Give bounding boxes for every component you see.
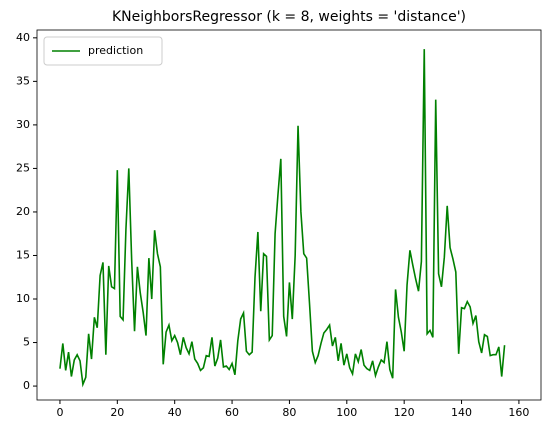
x-tick-label: 120 xyxy=(394,406,415,419)
x-tick-label: 140 xyxy=(451,406,472,419)
x-tick-label: 80 xyxy=(282,406,296,419)
x-tick-label: 40 xyxy=(168,406,182,419)
y-tick-label: 10 xyxy=(16,292,30,305)
y-tick-label: 15 xyxy=(16,248,30,261)
legend-label: prediction xyxy=(88,44,143,57)
y-tick-label: 40 xyxy=(16,31,30,44)
y-tick-label: 0 xyxy=(23,379,30,392)
y-tick-label: 20 xyxy=(16,205,30,218)
y-tick-label: 5 xyxy=(23,336,30,349)
x-tick-label: 20 xyxy=(110,406,124,419)
y-tick-label: 25 xyxy=(16,161,30,174)
x-tick-label: 60 xyxy=(225,406,239,419)
plot-frame xyxy=(36,29,542,401)
y-tick-label: 30 xyxy=(16,118,30,131)
x-tick-label: 100 xyxy=(336,406,357,419)
line xyxy=(59,49,506,388)
x-tick-label: 0 xyxy=(56,406,63,419)
chart-title: KNeighborsRegressor (k = 8, weights = 'd… xyxy=(112,9,466,25)
legend-box xyxy=(43,36,163,66)
x-tick-label: 160 xyxy=(508,406,529,419)
y-tick-label: 35 xyxy=(16,74,30,87)
